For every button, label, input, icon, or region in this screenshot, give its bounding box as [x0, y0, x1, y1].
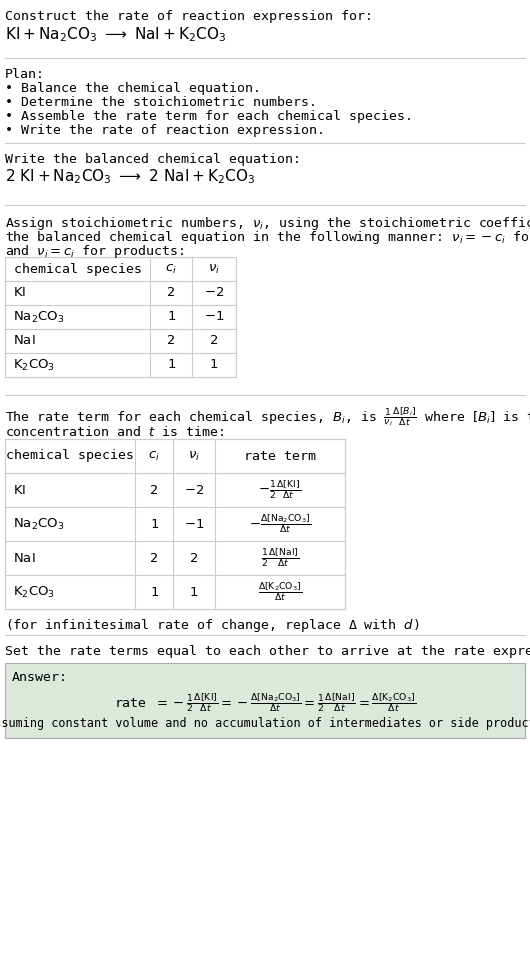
FancyBboxPatch shape [5, 439, 345, 609]
Text: and $\nu_i = c_i$ for products:: and $\nu_i = c_i$ for products: [5, 243, 184, 260]
Text: $\frac{\Delta[\mathrm{K_2CO_3}]}{\Delta t}$: $\frac{\Delta[\mathrm{K_2CO_3}]}{\Delta … [258, 581, 302, 603]
Text: $\mathrm{K_2CO_3}$: $\mathrm{K_2CO_3}$ [13, 585, 55, 599]
Text: $c_i$: $c_i$ [148, 450, 160, 463]
Text: $\mathrm{K_2CO_3}$: $\mathrm{K_2CO_3}$ [13, 357, 55, 373]
Text: Write the balanced chemical equation:: Write the balanced chemical equation: [5, 153, 301, 166]
Text: $-\frac{1}{2}\frac{\Delta[\mathrm{KI}]}{\Delta t}$: $-\frac{1}{2}\frac{\Delta[\mathrm{KI}]}{… [259, 479, 302, 501]
Text: $-1$: $-1$ [204, 310, 224, 323]
Text: $-\frac{\Delta[\mathrm{Na_2CO_3}]}{\Delta t}$: $-\frac{\Delta[\mathrm{Na_2CO_3}]}{\Delt… [249, 512, 311, 536]
Text: 1: 1 [150, 517, 158, 531]
Text: 1: 1 [167, 310, 175, 323]
Text: $\mathrm{Na_2CO_3}$: $\mathrm{Na_2CO_3}$ [13, 516, 64, 532]
Text: chemical species: chemical species [13, 263, 142, 275]
Text: (for infinitesimal rate of change, replace Δ with $d$): (for infinitesimal rate of change, repla… [5, 617, 420, 634]
Text: 1: 1 [167, 358, 175, 372]
Text: $\nu_i$: $\nu_i$ [208, 263, 220, 275]
Text: rate term: rate term [244, 450, 316, 463]
Text: chemical species: chemical species [6, 450, 134, 463]
Text: $\mathrm{KI}$: $\mathrm{KI}$ [13, 483, 26, 497]
Text: The rate term for each chemical species, $B_i$, is $\frac{1}{\nu_i}\frac{\Delta[: The rate term for each chemical species,… [5, 405, 530, 427]
Text: $\frac{1}{2}\frac{\Delta[\mathrm{NaI}]}{\Delta t}$: $\frac{1}{2}\frac{\Delta[\mathrm{NaI}]}{… [261, 547, 299, 569]
Text: Plan:: Plan: [5, 68, 45, 81]
Text: • Assemble the rate term for each chemical species.: • Assemble the rate term for each chemic… [5, 110, 413, 123]
Text: $-2$: $-2$ [204, 287, 224, 300]
Text: $\mathrm{Na_2CO_3}$: $\mathrm{Na_2CO_3}$ [13, 309, 64, 325]
Text: $\mathrm{2\ KI + Na_2CO_3 \ \longrightarrow \ 2\ NaI + K_2CO_3}$: $\mathrm{2\ KI + Na_2CO_3 \ \longrightar… [5, 167, 255, 185]
Text: $\mathrm{NaI}$: $\mathrm{NaI}$ [13, 551, 36, 564]
Text: Answer:: Answer: [12, 671, 68, 684]
Text: (assuming constant volume and no accumulation of intermediates or side products): (assuming constant volume and no accumul… [0, 717, 530, 730]
Text: $2$: $2$ [209, 335, 218, 347]
Text: $1$: $1$ [189, 586, 199, 598]
Text: 2: 2 [150, 483, 158, 497]
Text: 1: 1 [150, 586, 158, 598]
Text: $\mathrm{NaI}$: $\mathrm{NaI}$ [13, 335, 36, 347]
Text: $c_i$: $c_i$ [165, 263, 177, 275]
Text: $\mathrm{KI + Na_2CO_3 \ \longrightarrow \ NaI + K_2CO_3}$: $\mathrm{KI + Na_2CO_3 \ \longrightarrow… [5, 25, 226, 44]
Text: concentration and $t$ is time:: concentration and $t$ is time: [5, 425, 224, 439]
Text: the balanced chemical equation in the following manner: $\nu_i = -c_i$ for react: the balanced chemical equation in the fo… [5, 229, 530, 246]
Text: rate $= -\frac{1}{2}\frac{\Delta[\mathrm{KI}]}{\Delta t} = -\frac{\Delta[\mathrm: rate $= -\frac{1}{2}\frac{\Delta[\mathrm… [114, 691, 416, 713]
Text: Set the rate terms equal to each other to arrive at the rate expression:: Set the rate terms equal to each other t… [5, 645, 530, 658]
Text: Assign stoichiometric numbers, $\nu_i$, using the stoichiometric coefficients, $: Assign stoichiometric numbers, $\nu_i$, … [5, 215, 530, 232]
Text: 2: 2 [167, 287, 175, 300]
FancyBboxPatch shape [5, 257, 236, 377]
Text: $\nu_i$: $\nu_i$ [188, 450, 200, 463]
Text: $2$: $2$ [189, 551, 199, 564]
FancyBboxPatch shape [5, 663, 525, 738]
Text: • Balance the chemical equation.: • Balance the chemical equation. [5, 82, 261, 95]
Text: $\mathrm{KI}$: $\mathrm{KI}$ [13, 287, 26, 300]
Text: Construct the rate of reaction expression for:: Construct the rate of reaction expressio… [5, 10, 373, 23]
Text: $1$: $1$ [209, 358, 218, 372]
Text: 2: 2 [167, 335, 175, 347]
Text: • Determine the stoichiometric numbers.: • Determine the stoichiometric numbers. [5, 96, 317, 109]
Text: 2: 2 [150, 551, 158, 564]
Text: $-1$: $-1$ [184, 517, 204, 531]
Text: • Write the rate of reaction expression.: • Write the rate of reaction expression. [5, 124, 325, 137]
Text: $-2$: $-2$ [184, 483, 204, 497]
